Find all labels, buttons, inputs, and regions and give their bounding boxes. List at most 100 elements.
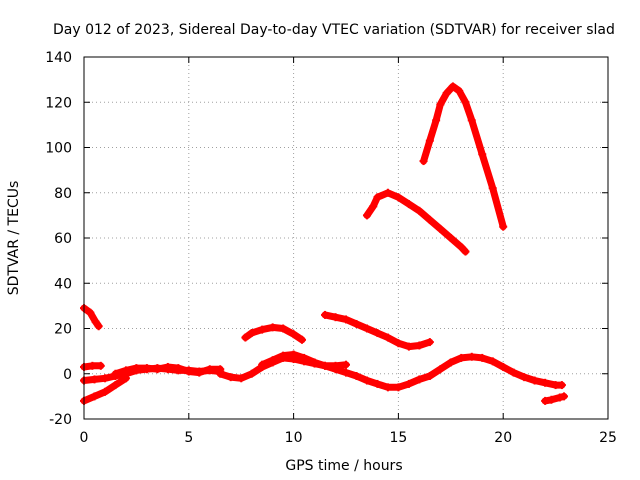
series-trace	[80, 304, 103, 330]
data-point	[488, 184, 497, 193]
y-tick-label: 80	[54, 186, 72, 202]
data-point	[241, 333, 250, 342]
y-tick-label: 100	[45, 141, 72, 157]
data-point	[163, 362, 172, 371]
data-point	[419, 157, 428, 166]
data-point	[442, 89, 451, 98]
data-point	[373, 193, 382, 202]
data-point	[289, 350, 298, 359]
data-point	[446, 234, 455, 242]
data-point	[541, 396, 550, 405]
data-point	[91, 317, 100, 326]
series-arc-12	[541, 392, 568, 405]
chart-title: Day 012 of 2023, Sidereal Day-to-day VTE…	[53, 22, 615, 38]
data-point	[499, 222, 508, 231]
data-point	[205, 365, 214, 374]
data-point	[404, 342, 413, 351]
data-point	[425, 136, 434, 145]
data-point	[394, 383, 403, 392]
data-point	[362, 324, 371, 333]
data-point	[300, 353, 309, 362]
data-point	[342, 315, 350, 324]
data-point	[467, 116, 476, 125]
data-point	[455, 86, 464, 95]
series-arc-08	[241, 323, 306, 344]
series-arc-10	[362, 188, 470, 256]
y-tick-label: 0	[63, 367, 72, 383]
x-tick-label: 0	[80, 430, 89, 446]
data-point	[331, 313, 340, 322]
data-point	[352, 372, 361, 381]
series-trace	[363, 189, 469, 256]
data-point	[446, 358, 455, 367]
y-tick-label: 120	[45, 95, 72, 111]
data-point	[457, 353, 466, 362]
data-point	[321, 361, 330, 370]
data-point	[100, 374, 109, 383]
x-tick-label: 15	[389, 430, 407, 446]
data-point	[509, 368, 518, 377]
data-point	[404, 379, 413, 388]
y-tick-label: 20	[54, 322, 72, 338]
data-point	[174, 364, 183, 373]
data-point	[467, 352, 476, 361]
x-tick-label: 5	[184, 430, 193, 446]
x-axis-label: GPS time / hours	[285, 458, 402, 474]
data-point	[100, 387, 109, 396]
x-tick-label: 20	[494, 430, 512, 446]
data-point	[132, 364, 141, 373]
data-point	[142, 364, 151, 373]
data-point	[289, 330, 298, 339]
y-tick-label: 140	[45, 50, 72, 66]
data-point	[362, 376, 371, 385]
data-point	[415, 341, 424, 350]
y-tick-label: 40	[54, 276, 72, 292]
data-point	[432, 116, 441, 125]
data-point	[111, 369, 120, 378]
data-point	[94, 322, 103, 331]
data-point	[555, 393, 564, 402]
data-point	[436, 365, 445, 374]
data-point	[96, 361, 105, 370]
data-point	[373, 329, 382, 338]
series-arc-03	[80, 374, 130, 405]
series-arc-05	[111, 362, 225, 378]
data-point	[279, 351, 288, 360]
data-point	[216, 369, 225, 378]
data-point	[88, 361, 97, 370]
data-point	[415, 206, 424, 215]
data-point	[478, 150, 487, 159]
series-trace	[420, 82, 507, 231]
data-point	[90, 392, 99, 401]
data-point	[184, 367, 193, 376]
data-point	[247, 329, 256, 338]
data-point	[352, 319, 361, 328]
data-point	[121, 366, 130, 375]
data-point	[478, 353, 487, 362]
data-point	[111, 381, 120, 390]
x-tick-label: 25	[599, 430, 617, 446]
data-point	[557, 381, 566, 390]
data-point	[268, 323, 277, 332]
data-point	[394, 193, 403, 202]
data-point	[342, 368, 350, 377]
data-point	[383, 383, 392, 392]
data-point	[383, 333, 392, 342]
data-point	[195, 368, 204, 377]
data-point	[461, 98, 470, 107]
data-point	[394, 339, 403, 348]
data-point	[448, 82, 457, 91]
data-point	[547, 395, 556, 404]
data-points	[80, 82, 568, 405]
data-point	[541, 378, 550, 387]
data-point	[268, 356, 277, 365]
data-point	[461, 247, 470, 256]
data-point	[436, 224, 445, 233]
data-point	[404, 200, 413, 209]
data-point	[279, 324, 288, 333]
grid-lines	[84, 57, 608, 419]
data-point	[362, 211, 371, 220]
data-point	[530, 376, 539, 385]
data-point	[226, 373, 235, 382]
